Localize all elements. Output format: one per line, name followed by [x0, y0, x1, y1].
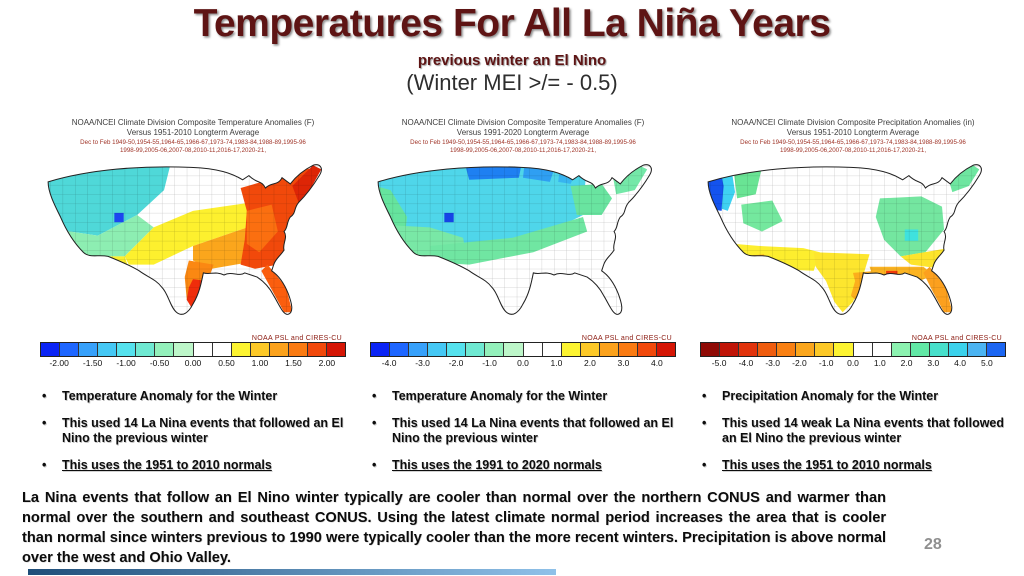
bullet-item: • This uses the 1951 to 2010 normals	[702, 457, 932, 472]
colorbar-ticks: -4.0 -3.0 -2.0 -1.0 0.0 1.0 2.0 3.0 4.0	[381, 357, 663, 368]
bullet-item: • This used 14 weak La Nina events that f…	[702, 415, 1005, 446]
colorbar-temperature-1991-2020: NOAA PSL and CIRES-CU -4.0 -3.0 -2.0 -1.0 0.…	[370, 335, 676, 369]
colorbar-ticks: -5.0 -4.0 -3.0 -2.0 -1.0 0.0 1.0 2.0 3.0 4.0 5.0	[711, 357, 993, 368]
summary-paragraph: La Nina events that follow an El Nino wi…	[22, 490, 886, 567]
map-header: NOAA/NCEI Climate Division Composite Pre…	[688, 118, 1018, 155]
panel-temperature-1951-2010: NOAA/NCEI Climate Division Composite Tem…	[28, 118, 358, 484]
bullet-item: • This uses the 1991 to 2020 normals	[372, 457, 602, 472]
bullet-item: • This used 14 La Nina events that follow…	[372, 415, 674, 446]
slide-subtitle-line2: (Winter MEI >/= - 0.5)	[406, 70, 618, 95]
bullet-marker: •	[372, 388, 377, 403]
slide-accent-bar	[28, 569, 556, 575]
bullet-list: • Temperature Anomaly for the Winter • Thi…	[28, 389, 358, 474]
map-title-line1: NOAA/NCEI Climate Division Composite Pre…	[731, 118, 975, 127]
map-events-line2: 1998-99,2005-06,2007-08,2010-11,2016-17,…	[779, 146, 927, 154]
map-events-line1: Dec to Feb 1949-50,1954-55,1964-65,1966-…	[740, 138, 966, 146]
colorbar-cells	[370, 341, 676, 357]
panel-precipitation-1951-2010: NOAA/NCEI Climate Division Composite Pre…	[688, 118, 1018, 484]
bullet-marker: •	[372, 415, 377, 430]
map-events-line1: Dec to Feb 1949-50,1954-55,1964-65,1966-…	[80, 138, 306, 146]
map-title-line2: Versus 1951-2010 Longterm Average	[126, 128, 260, 138]
bullet-marker: •	[372, 457, 377, 472]
bullet-marker: •	[702, 457, 707, 472]
colorbar-cells	[700, 341, 1006, 357]
map-header: NOAA/NCEI Climate Division Composite Tem…	[358, 118, 688, 155]
colorbar-ticks: -2.00 -1.50 -1.00 -0.50 0.00 0.50 1.00 1.50 2.00	[49, 357, 336, 368]
map-title-line1: NOAA/NCEI Climate Division Composite Tem…	[401, 118, 645, 127]
panel-temperature-1991-2020: NOAA/NCEI Climate Division Composite Tem…	[358, 118, 688, 484]
map-title-line1: NOAA/NCEI Climate Division Composite Tem…	[71, 118, 315, 127]
us-map-temperature-anomaly-1951-2010	[47, 164, 322, 315]
bullet-marker: •	[42, 415, 47, 430]
map-title-line2: Versus 1951-2010 Longterm Average	[786, 128, 920, 138]
bullet-marker: •	[42, 457, 47, 472]
bullet-marker: •	[42, 388, 47, 403]
bullet-item: • This used 14 La Nina events that follow…	[42, 415, 344, 446]
bullet-item: • Temperature Anomaly for the Winter	[372, 388, 608, 403]
colorbar-precipitation-1951-2010: NOAA PSL and CIRES-CU -5.0 -4.0 -3.0 -2.0 -1…	[700, 335, 1006, 369]
colorbar-credit: NOAA PSL and CIRES-CU	[581, 334, 672, 342]
map-events-line2: 1998-99,2005-06,2007-08,2010-11,2016-17,…	[119, 146, 267, 154]
bullet-marker: •	[702, 415, 707, 430]
map-title-line2: Versus 1991-2020 Longterm Average	[456, 128, 590, 138]
slide-title: Temperatures For All La Niña Years	[193, 2, 831, 45]
bullet-list: • Temperature Anomaly for the Winter • Thi…	[358, 389, 688, 474]
bullet-item: • Temperature Anomaly for the Winter	[42, 388, 278, 403]
page-number: 28	[924, 536, 942, 553]
colorbar-credit: NOAA PSL and CIRES-CU	[251, 334, 342, 342]
slide-subtitle-line1: previous winter an El Nino	[417, 52, 607, 69]
colorbar-cells	[40, 341, 346, 357]
map-events-line2: 1998-99,2005-06,2007-08,2010-11,2016-17,…	[449, 146, 597, 154]
bullet-item: • This uses the 1951 to 2010 normals	[42, 457, 272, 472]
map-events-line1: Dec to Feb 1949-50,1954-55,1964-65,1966-…	[410, 138, 636, 146]
colorbar-temperature-1951-2010: NOAA PSL and CIRES-CU -2.00 -1.50 -1.00 -0.…	[40, 335, 346, 369]
bullet-marker: •	[702, 388, 707, 403]
us-map-precipitation-anomaly-1951-2010	[707, 164, 982, 315]
us-map-temperature-anomaly-1991-2020	[377, 164, 652, 315]
bullet-item: • Precipitation Anomaly for the Winter	[702, 388, 939, 403]
colorbar-credit: NOAA PSL and CIRES-CU	[911, 334, 1002, 342]
bullet-list: • Precipitation Anomaly for the Winter • T…	[688, 389, 1018, 474]
map-header: NOAA/NCEI Climate Division Composite Tem…	[28, 118, 358, 155]
